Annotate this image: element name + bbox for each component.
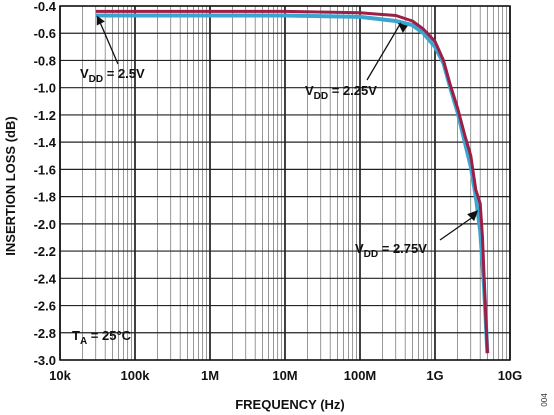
x-axis-label: FREQUENCY (Hz) (235, 397, 345, 412)
y-tick-label: -2.2 (34, 244, 56, 259)
series-line-2 (95, 9, 489, 354)
grid (59, 5, 511, 361)
svg-text:VDD = 2.25V: VDD = 2.25V (305, 83, 377, 102)
annotations: VDD = 2.5V VDD = 2.25V VDD = 2.75V TA = 25°… (72, 15, 479, 347)
x-tick-label: 100k (121, 368, 151, 383)
annotation-arrow (366, 22, 402, 81)
y-tick-label: -0.4 (34, 0, 57, 14)
annotation-vdd-2-75v: VDD = 2.75V (355, 241, 427, 260)
svg-text:VDD = 2.75V: VDD = 2.75V (355, 241, 427, 260)
y-tick-label: -3.0 (34, 353, 56, 368)
svg-text:VDD = 2.5V: VDD = 2.5V (80, 66, 145, 85)
y-tick-label: -2.8 (34, 326, 56, 341)
annotation-vdd-2-5v: VDD = 2.5V (80, 66, 145, 85)
y-tick-label: -0.8 (34, 53, 56, 68)
x-tick-label: 10G (498, 368, 523, 383)
y-tick-label: -2.4 (34, 271, 57, 286)
series-line-1 (95, 13, 490, 354)
annotation-arrow (98, 19, 119, 65)
arrow-head (397, 22, 408, 33)
arrow-head (467, 210, 479, 222)
series-group (95, 9, 490, 354)
x-tick-label: 10M (272, 368, 297, 383)
y-tick-label: -1.4 (34, 135, 57, 150)
y-axis-label: INSERTION LOSS (dB) (3, 116, 18, 255)
figure-number: 004 (540, 393, 549, 407)
x-tick-label: 100M (344, 368, 377, 383)
x-tick-label: 1M (201, 368, 219, 383)
annotation-arrow (439, 215, 475, 241)
x-tick-label: 10k (49, 368, 71, 383)
annotation-temperature: TA = 25°C (72, 328, 132, 347)
y-tick-label: -2.6 (34, 299, 56, 314)
x-tick-label: 1G (426, 368, 443, 383)
y-tick-label: -0.6 (34, 26, 56, 41)
y-tick-label: -1.0 (34, 81, 56, 96)
annotation-vdd-2-25v: VDD = 2.25V (305, 83, 377, 102)
plot-frame (59, 5, 511, 361)
y-tick-label: -1.8 (34, 190, 56, 205)
x-tick-labels: 10k 100k 1M 10M 100M 1G 10G (49, 368, 522, 383)
arrow-head (96, 15, 105, 26)
y-tick-label: -1.6 (34, 162, 56, 177)
svg-text:TA = 25°C: TA = 25°C (72, 328, 132, 347)
y-tick-label: -2.0 (34, 217, 56, 232)
y-tick-labels: -0.4 -0.6 -0.8 -1.0 -1.2 -1.4 -1.6 -1.8 -2.0 -2.2… (34, 0, 57, 368)
y-tick-label: -1.2 (34, 108, 56, 123)
